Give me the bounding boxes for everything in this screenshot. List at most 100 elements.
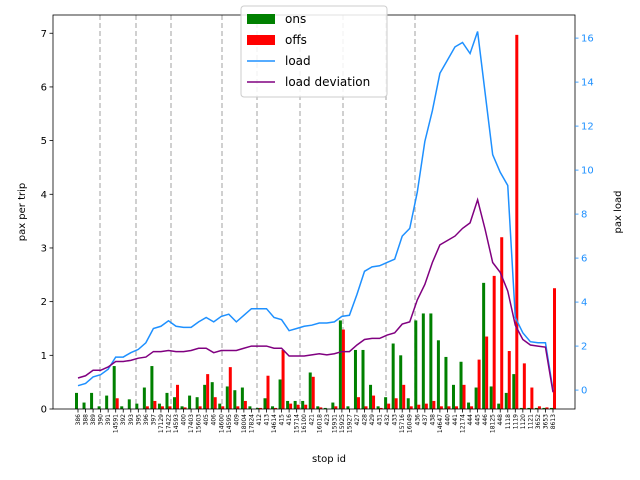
y-tick-label: 0 [41,405,47,416]
bar [369,384,373,409]
y2-tick-label: 8 [581,210,587,221]
x-tick-label: 437 [422,414,429,426]
x-tick-label: 446 [482,414,489,426]
x-tick-label: 389 [90,414,97,426]
y-tick-label: 1 [41,351,47,362]
bar [90,392,94,409]
bar [135,403,139,409]
bar [515,34,519,410]
bar [210,382,214,409]
bar [165,392,169,409]
x-tick-label: 18004 [241,414,248,433]
x-tick-label: 391 [105,414,112,426]
bar [228,367,232,409]
bar [504,392,508,409]
bar [519,407,523,409]
bar [527,407,531,409]
bar [467,402,471,409]
bar [553,288,556,409]
bar [240,387,244,409]
y-tick-label: 4 [41,190,47,201]
bar [372,395,376,409]
bar [115,398,119,409]
bar [180,406,184,409]
bar [462,384,466,409]
bar [248,406,252,409]
bar [289,403,293,409]
x-tick-label: 16049 [407,414,414,433]
bar [213,397,217,409]
bar [485,336,489,409]
bar [112,366,116,409]
x-tick-label: 17422 [165,414,172,433]
x-tick-label: 441 [452,414,459,426]
x-tick-label: 431 [377,414,384,426]
x-tick-label: 436 [414,414,421,426]
bar [243,400,247,409]
legend-swatch [247,14,275,24]
x-axis-label: stop id [312,454,346,465]
bar [399,355,403,409]
bar [255,407,259,409]
x-tick-label: 15716 [399,414,406,433]
x-tick-label: 14591 [113,414,120,433]
legend-box [240,5,388,98]
x-tick-label: 428 [362,414,369,426]
bar [409,406,413,409]
x-tick-label: 15931 [331,414,338,433]
x-tick-label: 16100 [301,414,308,433]
x-tick-label: 423 [324,414,331,426]
bar [278,379,282,409]
bar [150,366,154,409]
bar [361,349,365,409]
bar [319,407,323,409]
bar [376,406,380,409]
y-tick-label: 6 [41,82,47,93]
bar [429,313,433,409]
bar [439,406,443,409]
x-tick-label: 14593 [173,414,180,433]
x-tick-label: 17129 [158,414,165,433]
x-tick-label: 12174 [460,414,467,433]
bar [391,343,395,409]
x-tick-label: 433 [392,414,399,426]
bar [120,406,124,409]
x-tick-label: 395 [135,414,142,426]
bar [304,404,308,409]
bar [142,387,146,409]
x-tick-label: 445 [475,414,482,426]
x-tick-label: 392 [120,414,127,426]
bar [421,313,425,409]
y-tick-label: 5 [41,136,47,147]
x-tick-label: 16018 [316,414,323,433]
x-tick-label: 14595 [226,414,233,433]
bar [168,406,172,409]
bar [323,407,327,409]
bar [157,403,161,409]
bar [338,320,342,409]
bar [454,406,458,409]
line [77,31,554,391]
x-tick-label: 400 [181,414,188,426]
x-tick-label: 14600 [218,414,225,433]
bar [263,398,267,409]
bar [221,406,225,409]
x-tick-label: 421 [309,414,316,426]
bar [417,404,421,409]
bar [459,361,463,409]
bar [233,390,237,409]
x-tick-label: 440 [444,414,451,426]
x-tick-label: 17824 [248,414,255,433]
bar [183,407,187,409]
x-tick-label: 15714 [294,414,301,433]
y-tick-label: 2 [41,297,47,308]
x-tick-label: 406 [211,414,218,426]
bar [406,398,410,409]
bar [173,397,177,409]
bar [286,400,290,409]
bar [334,406,338,409]
y2-tick-label: 4 [581,298,587,309]
bar [451,384,455,409]
bar [301,400,305,409]
